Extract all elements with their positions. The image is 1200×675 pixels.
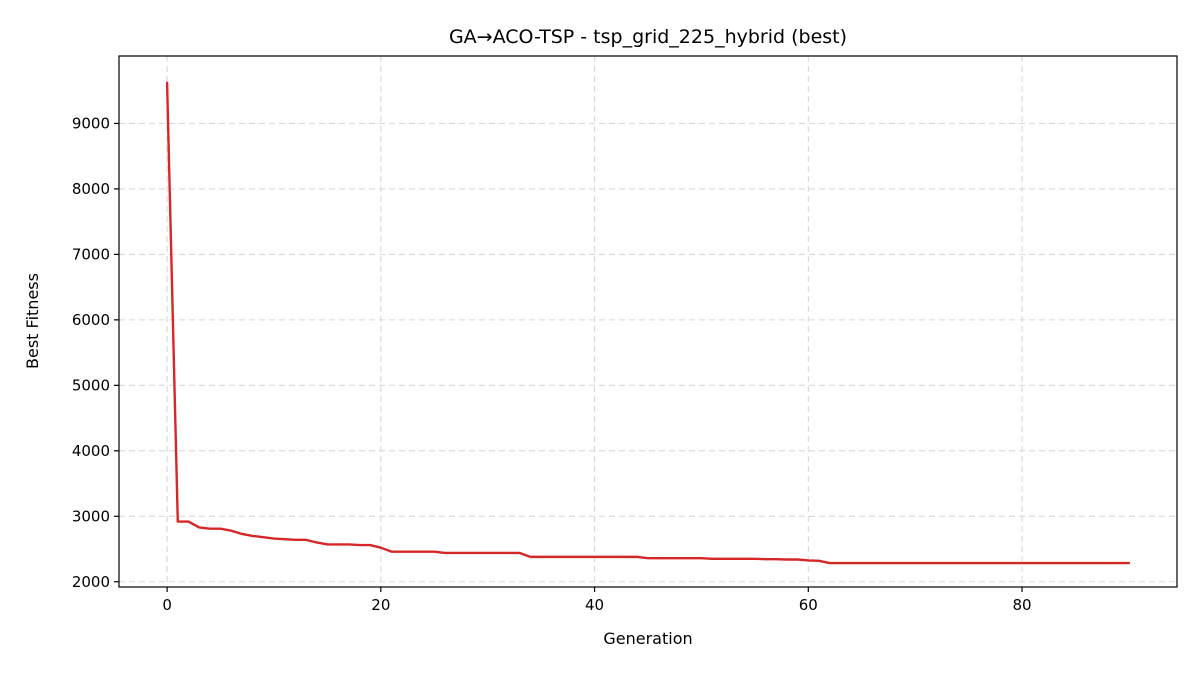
y-tick-label: 2000 bbox=[72, 573, 110, 591]
x-tick-label: 20 bbox=[371, 596, 390, 614]
grid bbox=[119, 56, 1177, 587]
y-tick-label: 6000 bbox=[72, 311, 110, 329]
x-tick-label: 60 bbox=[799, 596, 818, 614]
y-axis: 2000 3000 4000 5000 6000 7000 8000 9000 bbox=[72, 114, 119, 591]
x-tick-label: 0 bbox=[162, 596, 172, 614]
series-line bbox=[165, 81, 1131, 565]
x-axis-label: Generation bbox=[603, 629, 692, 648]
x-tick-label: 40 bbox=[585, 596, 604, 614]
chart-title: GA→ACO-TSP - tsp_grid_225_hybrid (best) bbox=[449, 26, 847, 48]
y-tick-label: 5000 bbox=[72, 376, 110, 394]
y-tick-label: 9000 bbox=[72, 114, 110, 132]
y-tick-label: 7000 bbox=[72, 245, 110, 263]
series-group bbox=[165, 81, 1131, 565]
y-tick-label: 8000 bbox=[72, 180, 110, 198]
y-tick-label: 4000 bbox=[72, 442, 110, 460]
y-axis-label: Best Fitness bbox=[23, 273, 42, 369]
plot-frame bbox=[118, 55, 1178, 588]
x-tick-label: 80 bbox=[1012, 596, 1031, 614]
x-axis: 0 20 40 60 80 bbox=[162, 587, 1032, 614]
y-tick-label: 3000 bbox=[72, 507, 110, 525]
